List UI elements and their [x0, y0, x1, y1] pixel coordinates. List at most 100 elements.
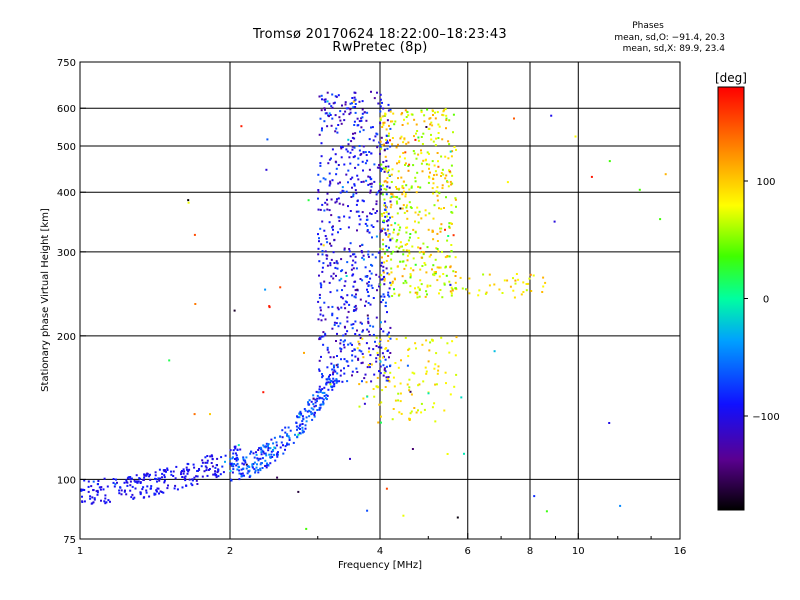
- scatter-point: [425, 372, 428, 375]
- scatter-point: [380, 163, 383, 166]
- scatter-point: [334, 130, 337, 133]
- scatter-point: [317, 191, 320, 194]
- scatter-point: [406, 254, 409, 257]
- scatter-point: [220, 456, 223, 459]
- scatter-point: [434, 272, 437, 275]
- scatter-point: [451, 288, 454, 291]
- scatter-point: [153, 492, 156, 495]
- scatter-point: [175, 465, 178, 468]
- scatter-point: [96, 489, 99, 492]
- scatter-point: [451, 211, 454, 214]
- scatter-point: [352, 100, 355, 103]
- scatter-point: [387, 331, 390, 334]
- scatter-point: [339, 110, 342, 113]
- scatter-point: [387, 255, 390, 257]
- scatter-point: [201, 475, 204, 478]
- scatter-point: [397, 223, 400, 226]
- scatter-point: [396, 265, 399, 268]
- scatter-point: [393, 288, 395, 291]
- scatter-point: [343, 163, 346, 166]
- scatter-point: [343, 215, 346, 218]
- scatter-point: [369, 183, 372, 185]
- scatter-point: [305, 416, 308, 419]
- scatter-point: [353, 155, 356, 158]
- scatter-point: [287, 426, 290, 429]
- scatter-point: [418, 289, 421, 291]
- scatter-point: [319, 162, 322, 165]
- scatter-point: [133, 479, 136, 482]
- scatter-point: [420, 136, 423, 138]
- scatter-point: [419, 268, 422, 271]
- scatter-point: [238, 478, 241, 481]
- scatter-point: [336, 332, 338, 335]
- scatter-point: [418, 251, 421, 254]
- scatter-point: [323, 280, 326, 283]
- scatter-point: [222, 471, 225, 474]
- scatter-point: [375, 360, 378, 363]
- scatter-point: [348, 248, 351, 250]
- scatter-point: [391, 168, 394, 171]
- scatter-point: [380, 321, 382, 324]
- scatter-point: [112, 481, 115, 484]
- scatter-point: [372, 348, 375, 351]
- scatter-point: [264, 446, 267, 449]
- scatter-point: [381, 389, 384, 392]
- scatter-point: [349, 178, 352, 181]
- x-tick-label: 2: [227, 546, 233, 557]
- scatter-point: [433, 164, 436, 167]
- scatter-point: [234, 447, 237, 450]
- scatter-points: [80, 90, 667, 530]
- scatter-point: [203, 470, 206, 473]
- scatter-point: [659, 218, 662, 221]
- scatter-point: [412, 228, 415, 231]
- scatter-point: [390, 173, 393, 176]
- scatter-point: [386, 181, 389, 184]
- scatter-point: [373, 373, 376, 376]
- scatter-point: [337, 231, 339, 234]
- scatter-point: [421, 265, 424, 267]
- scatter-point: [282, 444, 284, 447]
- scatter-point: [416, 130, 419, 132]
- y-tick-label: 400: [57, 188, 76, 199]
- scatter-point: [206, 461, 209, 464]
- scatter-point: [123, 481, 126, 484]
- scatter-point: [335, 167, 338, 170]
- scatter-point: [82, 488, 85, 491]
- scatter-point: [298, 424, 301, 427]
- scatter-point: [307, 403, 310, 406]
- scatter-point: [267, 463, 270, 466]
- scatter-point: [251, 463, 254, 466]
- scatter-point: [93, 497, 96, 500]
- scatter-point: [339, 350, 342, 353]
- scatter-point: [420, 109, 423, 112]
- scatter-point: [356, 200, 359, 203]
- scatter-point: [387, 376, 390, 379]
- scatter-point: [334, 379, 337, 382]
- scatter-point: [307, 401, 309, 404]
- scatter-point: [423, 120, 426, 123]
- scatter-point: [200, 465, 203, 468]
- x-tick-label: 1: [77, 546, 83, 557]
- scatter-point: [81, 501, 84, 503]
- scatter-point: [337, 94, 340, 97]
- scatter-point: [359, 337, 362, 339]
- scatter-point: [325, 237, 328, 240]
- scatter-point: [366, 215, 369, 218]
- scatter-point: [180, 471, 183, 474]
- scatter-point: [383, 121, 386, 124]
- scatter-point: [327, 351, 330, 354]
- scatter-point: [431, 109, 434, 112]
- scatter-point: [253, 456, 256, 459]
- scatter-point: [449, 171, 452, 174]
- scatter-point: [344, 101, 347, 104]
- scatter-point: [383, 202, 386, 205]
- scatter-point: [384, 386, 387, 388]
- scatter-point: [87, 490, 90, 493]
- scatter-point: [332, 277, 335, 280]
- scatter-point: [354, 111, 357, 114]
- scatter-point: [359, 321, 362, 324]
- scatter-point: [266, 462, 268, 465]
- scatter-point: [360, 181, 363, 183]
- scatter-point: [454, 354, 457, 357]
- scatter-point: [326, 264, 329, 267]
